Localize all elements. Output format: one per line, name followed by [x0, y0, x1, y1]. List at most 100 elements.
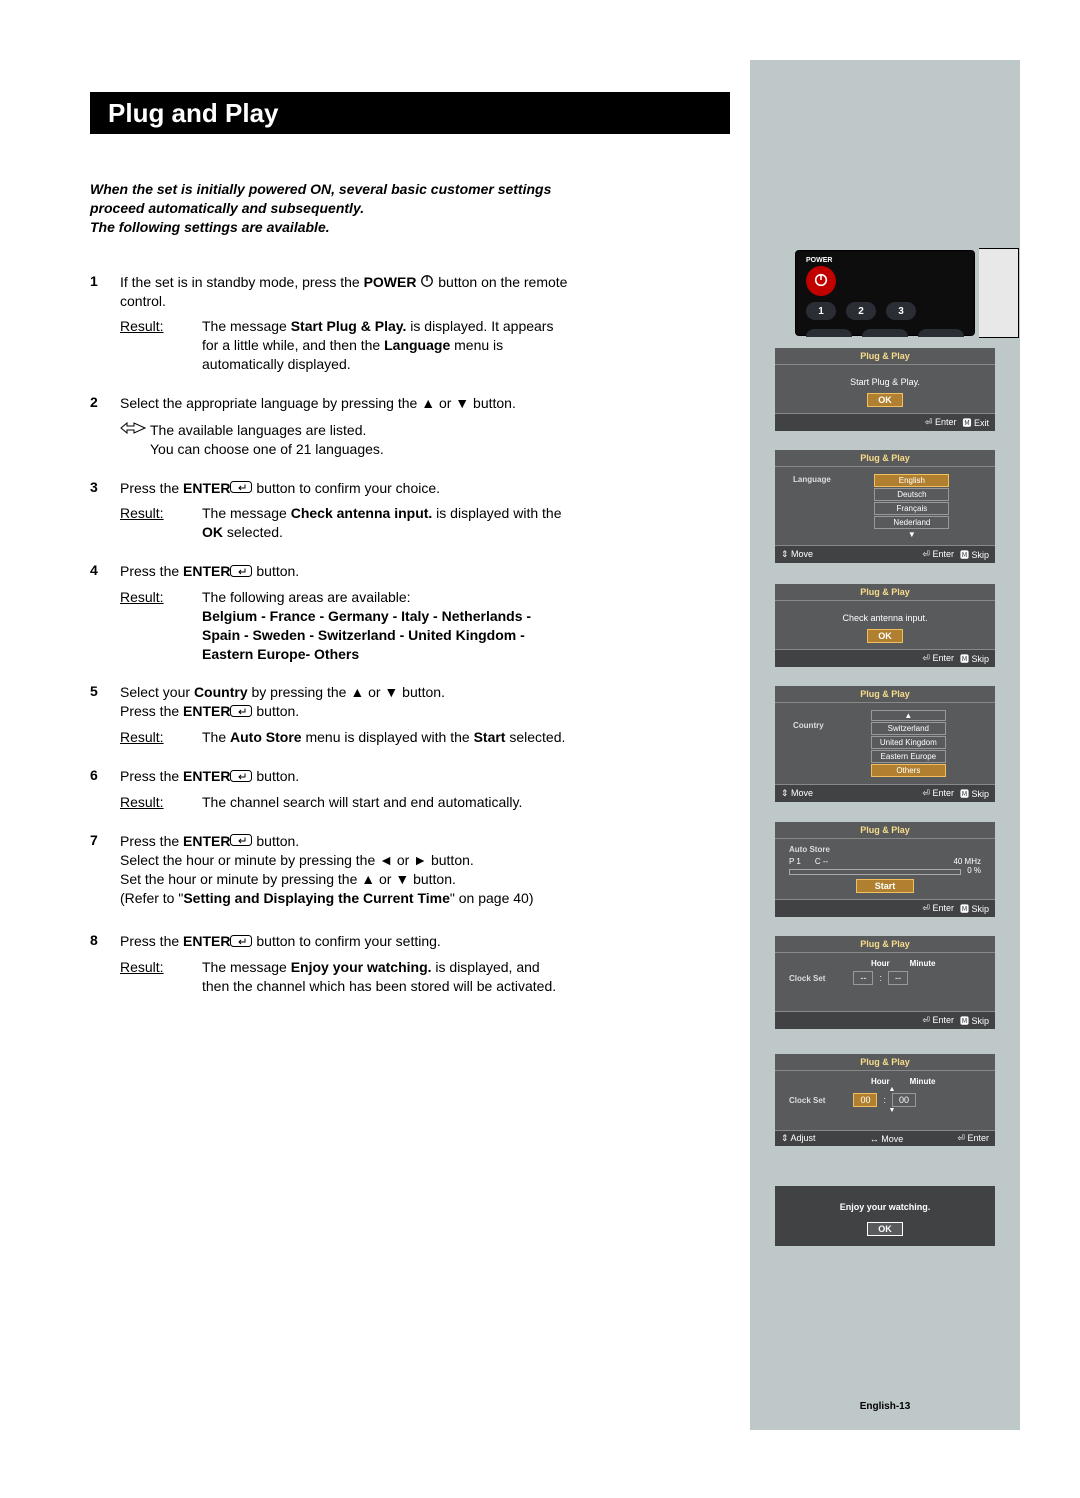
country-label: Country	[793, 721, 824, 730]
step-text: Press the ENTER button.	[120, 562, 570, 582]
step-text: Select your Country by pressing the ▲ or…	[120, 683, 570, 722]
tv-msg: Start Plug & Play.	[785, 377, 985, 387]
step: 4Press the ENTER button. Result:The follo…	[90, 562, 570, 663]
arrow-up-icon: ▲	[803, 1086, 981, 1093]
footer-adjust: ⇕ Adjust	[781, 1133, 816, 1144]
minute-value: 00	[892, 1093, 916, 1107]
minute-value: --	[888, 971, 908, 985]
footer-enter: ⏎ Enter	[922, 787, 954, 800]
result-label: Result:	[120, 958, 202, 996]
power-icon	[813, 272, 829, 290]
step-body: If the set is in standby mode, press the…	[120, 273, 570, 374]
hour-value: 00	[853, 1093, 877, 1107]
step: 5Select your Country by pressing the ▲ o…	[90, 683, 570, 747]
footer-enter: ⏎ Enter	[922, 1014, 954, 1027]
arrow-up-icon: ▲	[871, 710, 946, 721]
country-opt: United Kingdom	[871, 736, 946, 749]
lang-opt: English	[874, 474, 949, 487]
ok-button: OK	[867, 629, 903, 643]
tv-enjoy: Enjoy your watching. OK	[775, 1186, 995, 1246]
colon: :	[883, 1095, 886, 1105]
page-number: English-13	[860, 1401, 911, 1412]
tv-language: Plug & Play Language English Deutsch Fra…	[775, 450, 995, 563]
power-label: POWER	[806, 257, 964, 264]
step-result: Result:The message Start Plug & Play. is…	[120, 317, 570, 374]
tv-msg: Check antenna input.	[785, 613, 985, 623]
step: 8Press the ENTER button to confirm your …	[90, 932, 570, 996]
remote-num-row: 1 2 3	[806, 302, 964, 320]
footer-exit: 🅼 Exit	[962, 416, 989, 429]
step-text: If the set is in standby mode, press the…	[120, 273, 570, 312]
step-result: Result:The channel search will start and…	[120, 793, 570, 812]
enter-icon	[230, 703, 252, 722]
tv-title: Plug & Play	[775, 1054, 995, 1071]
enter-icon	[230, 933, 252, 952]
step-number: 1	[90, 273, 120, 374]
step-number: 8	[90, 932, 120, 996]
step-number: 4	[90, 562, 120, 663]
auto-mhz: 40 MHz	[953, 857, 981, 866]
step: 2Select the appropriate language by pres…	[90, 394, 570, 459]
step-number: 7	[90, 832, 120, 912]
tv-title: Plug & Play	[775, 348, 995, 365]
step-body: Press the ENTER button. Result:The channe…	[120, 767, 570, 812]
note-text: The available languages are listed.You c…	[150, 421, 384, 459]
step-body: Press the ENTER button. Result:The follow…	[120, 562, 570, 663]
main-content: When the set is initially powered ON, se…	[90, 180, 570, 1016]
tv-clock1: Plug & Play HourMinute Clock Set -- : --…	[775, 936, 995, 1029]
footer-move: ⇕ Move	[781, 548, 813, 561]
tv-antenna: Plug & Play Check antenna input. OK ⏎ En…	[775, 584, 995, 667]
result-label: Result:	[120, 504, 202, 542]
step-text: Press the ENTER button to confirm your s…	[120, 932, 570, 952]
remote-num: 1	[806, 302, 836, 320]
auto-c: C --	[815, 857, 828, 866]
note-arrow-icon	[120, 421, 150, 440]
page-title: Plug and Play	[90, 92, 730, 134]
country-opt: Others	[871, 764, 946, 777]
step-text: Select the appropriate language by press…	[120, 394, 570, 413]
autostore-label: Auto Store	[789, 845, 981, 854]
result-label: Result:	[120, 588, 202, 664]
tv-title: Plug & Play	[775, 584, 995, 601]
tv-title: Plug & Play	[775, 822, 995, 839]
auto-pct: 0 %	[967, 866, 981, 875]
step-number: 6	[90, 767, 120, 812]
footer-enter: ⏎ Enter	[922, 652, 954, 665]
tv-country: Plug & Play Country ▲ Switzerland United…	[775, 686, 995, 802]
lang-opt: Français	[874, 502, 949, 515]
lang-label: Language	[793, 475, 831, 484]
colon: :	[879, 973, 882, 983]
step-result: Result:The message Check antenna input. …	[120, 504, 570, 542]
step-result: Result:The message Enjoy your watching. …	[120, 958, 570, 996]
remote-num: 2	[846, 302, 876, 320]
footer-enter: ⏎ Enter	[925, 416, 957, 429]
hour-value: --	[853, 971, 873, 985]
footer-skip: 🅼 Skip	[960, 548, 989, 561]
lang-opt: Nederland	[874, 516, 949, 529]
remote-illustration: POWER 1 2 3	[795, 250, 975, 336]
remote-num: 3	[886, 302, 916, 320]
enter-icon	[230, 563, 252, 582]
result-text: The following areas are available:Belgiu…	[202, 588, 570, 664]
ok-button: OK	[867, 1222, 903, 1236]
step-body: Press the ENTER button to confirm your c…	[120, 479, 570, 543]
step-note: The available languages are listed.You c…	[120, 421, 570, 459]
arrow-down-icon: ▼	[839, 530, 985, 539]
step-text: Press the ENTER button to confirm your c…	[120, 479, 570, 499]
start-button: Start	[856, 879, 915, 893]
footer-skip: 🅼 Skip	[960, 1014, 989, 1027]
step-body: Press the ENTER button to confirm your s…	[120, 932, 570, 996]
tv-title: Plug & Play	[775, 936, 995, 953]
result-text: The message Enjoy your watching. is disp…	[202, 958, 570, 996]
tv-start: Plug & Play Start Plug & Play. OK ⏎ Ente…	[775, 348, 995, 431]
result-text: The message Start Plug & Play. is displa…	[202, 317, 570, 374]
hour-label: Hour	[871, 959, 890, 968]
ok-button: OK	[867, 393, 903, 407]
tv-autostore: Plug & Play Auto Store P 1 C -- 40 MHz 0…	[775, 822, 995, 917]
step-result: Result:The following areas are available…	[120, 588, 570, 664]
clockset-label: Clock Set	[789, 1096, 825, 1105]
step: 3Press the ENTER button to confirm your …	[90, 479, 570, 543]
step-text: Press the ENTER button.	[120, 767, 570, 787]
step: 6Press the ENTER button. Result:The chann…	[90, 767, 570, 812]
step-body: Select your Country by pressing the ▲ or…	[120, 683, 570, 747]
